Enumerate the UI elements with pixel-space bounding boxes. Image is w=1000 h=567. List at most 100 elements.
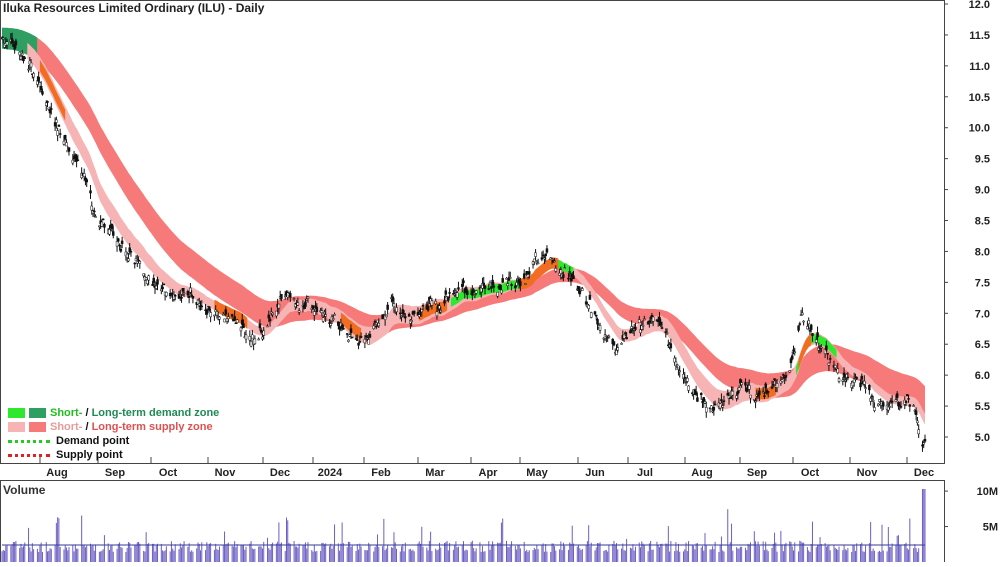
candle-body [208, 306, 211, 311]
candle-body [496, 291, 499, 297]
candle-body [377, 322, 381, 327]
candle-body [553, 260, 556, 263]
candle-body [215, 311, 219, 316]
y-tick-label: 11.5 [969, 30, 990, 42]
short-demand-swatch [8, 408, 25, 418]
candle-body [146, 279, 149, 284]
candle-body [780, 379, 784, 382]
candle-body [110, 223, 114, 229]
candle-body [868, 385, 871, 391]
zone-overlap [520, 257, 559, 290]
candle-body [816, 332, 819, 338]
legend-demand-point-label: Demand point [56, 435, 130, 447]
candle-body [67, 147, 71, 152]
candle-body [296, 302, 300, 306]
candle-body [515, 282, 518, 286]
candle-body [859, 382, 862, 388]
candle-body [873, 407, 876, 411]
candle-body [899, 406, 903, 408]
candle-body [82, 173, 86, 177]
legend-supply-short: Short- [50, 421, 83, 433]
candle-body [677, 367, 680, 370]
candle-body [100, 221, 104, 227]
candle-body [443, 300, 446, 304]
candle-body [694, 391, 698, 395]
x-tick-label: Jun [585, 467, 605, 479]
candle-body [37, 76, 40, 82]
candle-body [258, 323, 262, 329]
candle-body [14, 40, 18, 46]
candle-body [808, 330, 812, 332]
candle-body [230, 314, 234, 317]
y-tick-label: 9.5 [975, 154, 990, 166]
candle-body [280, 294, 283, 299]
candle-body [616, 347, 620, 351]
candle-body [510, 284, 513, 286]
candle-body [882, 402, 885, 407]
candle-body [562, 274, 565, 278]
candle-body [506, 283, 510, 286]
candle-body [855, 377, 858, 379]
candle-body [101, 218, 105, 221]
candle-body [770, 386, 774, 389]
candle-body [23, 57, 27, 59]
candle-body [807, 320, 810, 325]
candle-body [589, 312, 593, 318]
candle-body [784, 375, 788, 378]
zone-overlap [419, 299, 448, 321]
candle-body [922, 442, 925, 445]
candle-body [412, 310, 416, 314]
candle-body [357, 342, 360, 346]
candle-body [788, 370, 791, 373]
x-tick-label: Aug [46, 467, 67, 479]
candle-body [261, 336, 264, 340]
candle-body [138, 260, 142, 264]
candle-body [53, 122, 57, 127]
candle-body [501, 278, 504, 283]
candle-body [275, 310, 278, 317]
candle-body [482, 282, 485, 286]
x-tick-label: Dec [270, 467, 290, 479]
candle-body [721, 405, 724, 408]
legend-demand: Short- / Long-term demand zone [8, 406, 219, 420]
x-tick-label: 2024 [318, 467, 343, 479]
candle-body [702, 397, 705, 403]
candle-body [567, 277, 570, 280]
candle-body [213, 314, 216, 317]
candle-body [257, 338, 260, 341]
candle-body [492, 285, 496, 288]
candle-body [871, 400, 875, 402]
candle-body [749, 394, 752, 399]
candle-body [572, 275, 575, 280]
candle-body [863, 380, 866, 385]
y-tick-label: 7.0 [975, 308, 990, 320]
candle-body [596, 319, 599, 325]
candle-body [227, 316, 230, 319]
candle-body [209, 312, 212, 318]
volume-y-tick-label: 5M [983, 522, 998, 534]
candle-body [50, 108, 53, 110]
long-term-supply-zone [37, 37, 925, 415]
x-tick-label: Nov [215, 467, 237, 479]
candle-body [630, 326, 633, 329]
candle-body [545, 248, 549, 253]
candle-body [20, 53, 24, 56]
candle-body [634, 327, 637, 330]
candle-body [584, 301, 588, 305]
candle-body [152, 277, 155, 283]
x-tick-label: Aug [691, 467, 712, 479]
candle-body [297, 310, 301, 313]
candle-body [395, 307, 398, 313]
candle-body [455, 292, 459, 298]
candle-body [249, 341, 253, 347]
zone-overlap [214, 299, 248, 329]
x-tick-label: Feb [371, 467, 391, 479]
candle-body [119, 248, 123, 252]
candle-body [705, 407, 708, 413]
candle-body [267, 314, 271, 319]
candle-body [223, 318, 226, 323]
candle-body [376, 319, 379, 323]
candle-body [268, 318, 272, 322]
